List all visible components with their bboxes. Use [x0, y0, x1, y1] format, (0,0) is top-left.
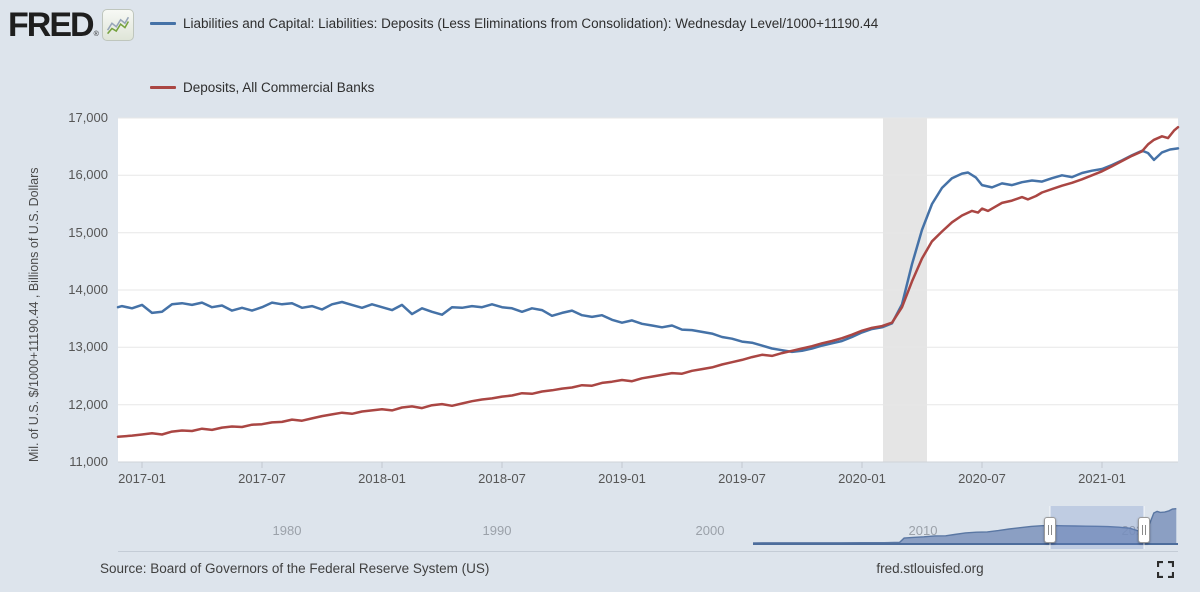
series-1-label: Liabilities and Capital: Liabilities: De… [183, 16, 879, 31]
legend-item-series-2[interactable]: Deposits, All Commercial Banks [150, 80, 374, 95]
registered-mark: ® [93, 31, 99, 38]
x-tick-label: 2019-01 [598, 471, 646, 486]
x-tick-label: 2020-01 [838, 471, 886, 486]
x-tick-label: 2021-01 [1078, 471, 1126, 486]
y-tick-label: 15,000 [68, 224, 108, 240]
fred-sparkline-icon [101, 9, 134, 41]
x-tick-label: 2018-01 [358, 471, 406, 486]
x-tick-label: 2018-07 [478, 471, 526, 486]
series-1-swatch [150, 22, 176, 25]
fullscreen-icon[interactable] [1154, 558, 1176, 580]
series-2-label: Deposits, All Commercial Banks [183, 80, 375, 95]
navigator-decade-label: 2000 [695, 523, 725, 538]
source-attribution: Source: Board of Governors of the Federa… [100, 561, 490, 576]
x-tick-label: 2017-01 [118, 471, 166, 486]
navigator-decade-label: 1990 [482, 523, 512, 538]
navigator-handle-right[interactable] [1138, 517, 1150, 543]
fred-site-link[interactable]: fred.stlouisfed.org [876, 561, 984, 576]
x-tick-label: 2020-07 [958, 471, 1006, 486]
y-tick-label: 14,000 [68, 282, 108, 297]
fred-logo[interactable]: FRED ® [8, 8, 134, 42]
y-tick-label: 16,000 [68, 167, 108, 183]
fred-logo-text: FRED [8, 6, 95, 44]
x-tick-label: 2019-07 [718, 471, 766, 486]
navigator-decade-label: 1980 [272, 523, 302, 538]
legend-item-series-1[interactable]: Liabilities and Capital: Liabilities: De… [150, 16, 878, 31]
navigator-handle-left[interactable] [1044, 517, 1056, 543]
y-tick-label: 11,000 [69, 454, 108, 469]
y-tick-label: 12,000 [68, 396, 108, 412]
y-tick-label: 13,000 [68, 339, 108, 355]
x-tick-label: 2017-07 [238, 471, 286, 486]
y-tick-label: 17,000 [68, 110, 108, 125]
navigator-decade-label: 2010 [908, 523, 938, 538]
series-2-swatch [150, 86, 176, 89]
navigator-decade-label: 2020 [1121, 523, 1151, 538]
plot-area[interactable] [118, 118, 1178, 462]
